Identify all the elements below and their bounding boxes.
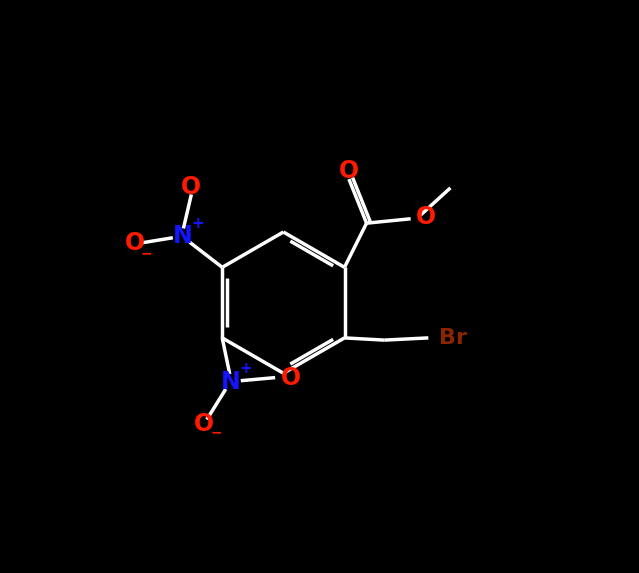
Text: −: − <box>140 246 151 260</box>
Text: +: + <box>240 362 252 376</box>
Text: +: + <box>191 215 204 231</box>
Text: −: − <box>211 425 222 439</box>
Text: O: O <box>181 175 201 199</box>
Text: O: O <box>339 159 359 183</box>
Text: O: O <box>125 231 146 255</box>
Text: O: O <box>194 412 214 436</box>
Text: N: N <box>221 370 241 394</box>
Text: O: O <box>416 205 436 229</box>
Text: O: O <box>281 366 300 390</box>
Text: Br: Br <box>440 328 467 348</box>
Text: N: N <box>173 225 192 249</box>
